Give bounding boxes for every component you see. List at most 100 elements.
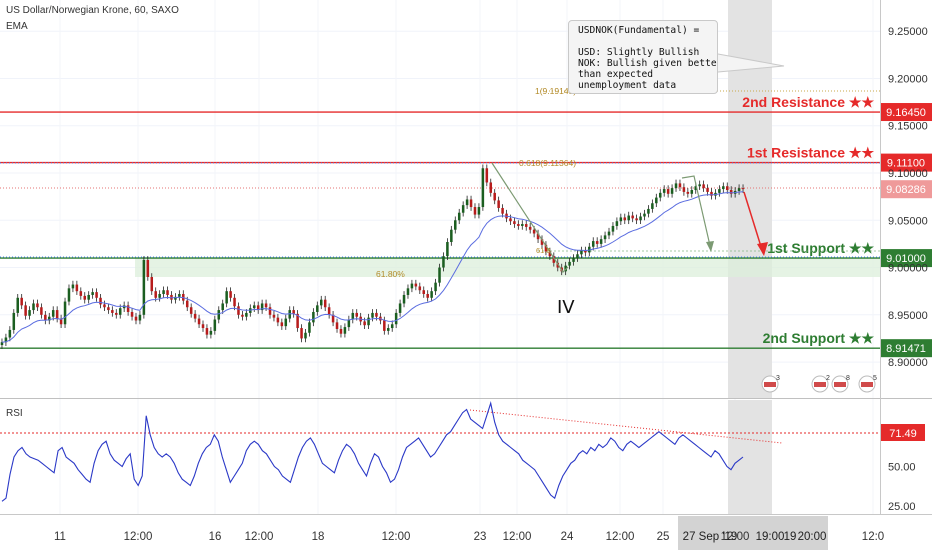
time-tick-label: 12:00 — [721, 531, 750, 543]
candle-body — [410, 283, 414, 289]
candle-body — [371, 312, 374, 318]
candle-body — [323, 299, 327, 308]
rsi-line — [1, 401, 744, 502]
candle-body — [375, 312, 378, 317]
callout-title: USDNOK(Fundamental) = — [578, 25, 700, 36]
candle-body — [99, 297, 102, 305]
candle-body — [509, 218, 512, 222]
candle-body — [118, 308, 122, 315]
candle-body — [670, 188, 674, 194]
candle-body — [178, 294, 181, 297]
candle-body — [584, 250, 587, 253]
candle-body — [347, 319, 351, 328]
candle-body — [619, 217, 623, 222]
candle-body — [698, 184, 701, 187]
candle-body — [595, 241, 599, 244]
price-tick-label: 9.25000 — [888, 26, 928, 38]
candle-body — [12, 312, 16, 330]
candle-body — [643, 213, 646, 217]
time-highlight-label: 20:00 — [798, 531, 827, 543]
indicator-label: EMA — [6, 21, 28, 32]
time-tick-label: 18 — [312, 531, 325, 543]
candle-body — [722, 186, 725, 190]
sr-level-badge-value: 9.01000 — [886, 253, 926, 265]
time-highlight-label: 27 Sep '19 — [683, 531, 738, 543]
sr-level-label: 1st Support ★★ — [767, 240, 874, 256]
candle-body — [252, 305, 256, 309]
candle-body — [32, 303, 35, 311]
callout-line: than expected — [578, 69, 654, 80]
candle-body — [635, 218, 638, 221]
time-tick-label: 12:0 — [862, 531, 884, 543]
candle-body — [284, 318, 288, 327]
candle-body — [678, 183, 682, 188]
candle-body — [48, 316, 51, 321]
candle-body — [103, 304, 106, 308]
candle-body — [611, 225, 615, 232]
candle-body — [296, 313, 299, 329]
rsi-current-value: 71.49 — [889, 428, 917, 440]
sr-level-badge — [881, 339, 932, 358]
candle-body — [217, 310, 221, 320]
candle-body — [225, 291, 228, 304]
sr-level-label: 2nd Resistance ★★ — [742, 94, 874, 110]
current-price-value: 9.08286 — [886, 184, 926, 196]
candle-body — [201, 324, 205, 329]
candle-body — [158, 294, 161, 298]
candle-body — [501, 207, 504, 214]
event-badge-count: 2 — [826, 375, 830, 382]
time-axis: 11 12:00 16 12:00 18 12:00 23 12:00 24 12:00 25 12:… — [54, 531, 884, 543]
candle-body — [150, 276, 154, 292]
candle-body — [631, 215, 634, 219]
candle-body — [24, 305, 27, 316]
wave-label: IV — [557, 297, 575, 318]
candle-body — [552, 256, 556, 263]
time-tick-label: 25 — [657, 531, 670, 543]
candle-body — [130, 311, 134, 317]
fundamental-callout[interactable]: USDNOK(Fundamental) = USD: Slightly Bull… — [568, 20, 722, 94]
candle-body — [658, 192, 662, 198]
candle-body — [647, 208, 650, 214]
rsi-divergence-line — [469, 409, 783, 444]
candle-body — [55, 310, 59, 319]
candle-body — [544, 244, 548, 252]
candle-body — [189, 307, 193, 314]
candle-body — [154, 291, 157, 298]
candle-body — [481, 168, 485, 208]
candle-body — [690, 190, 694, 194]
candle-body — [363, 321, 366, 326]
projection-arrows — [491, 162, 768, 273]
candle-body — [91, 292, 94, 295]
time-tick-label: 12:00 — [503, 531, 532, 543]
candle-body — [0, 342, 4, 346]
candle-body — [174, 296, 177, 300]
price-tick-label: 9.05000 — [888, 215, 928, 227]
event-badge-count: 3 — [776, 375, 780, 382]
candle-body — [387, 328, 390, 331]
candle-body — [300, 328, 303, 339]
candle-body — [20, 297, 23, 306]
candle-body — [430, 291, 433, 298]
candle-body — [572, 258, 575, 262]
candle-body — [166, 290, 169, 295]
candle-body — [292, 310, 295, 314]
callout-line: USD: Slightly Bullish — [578, 47, 700, 58]
candle-body — [655, 197, 658, 204]
rsi-tick-label: 25.00 — [888, 501, 916, 513]
candle-body — [426, 294, 429, 298]
fib-small-label: 61.8 — [536, 246, 551, 255]
candle-body — [532, 229, 536, 234]
callout-line: unemployment data — [578, 80, 677, 91]
candle-body — [662, 189, 666, 193]
candle-body — [59, 318, 63, 325]
candle-body — [343, 327, 347, 334]
candle-body — [111, 310, 114, 313]
price-tick-label: 8.95000 — [888, 310, 928, 322]
candle-body — [205, 328, 209, 335]
candle-body — [718, 189, 721, 193]
candle-body — [588, 246, 591, 253]
candle-body — [260, 303, 264, 311]
candle-body — [16, 297, 19, 313]
candle-body — [351, 312, 355, 320]
